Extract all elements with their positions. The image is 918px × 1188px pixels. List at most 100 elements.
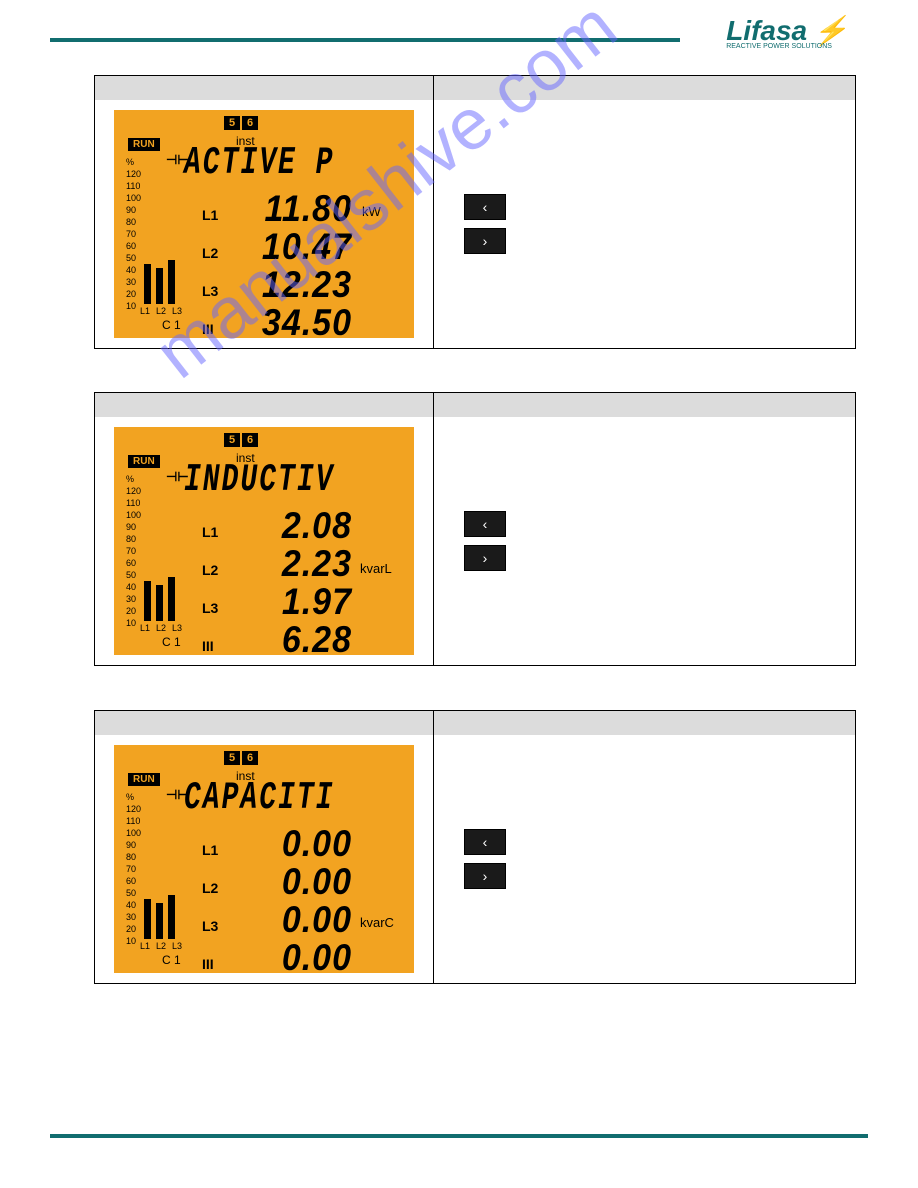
step-num: 6 <box>242 751 258 765</box>
display-cell: 56RUNinst⊣⊢INDUCTIV%12011010090807060504… <box>95 417 434 665</box>
row-value: 1.97 <box>232 581 352 624</box>
run-badge: RUN <box>128 455 160 468</box>
row-value: 0.00 <box>232 823 352 866</box>
bar-phase-labels: L1 L2 L3 <box>140 623 182 633</box>
unit-label: kvarC <box>360 915 394 930</box>
bar <box>156 585 163 621</box>
row-label: L3 <box>202 600 232 616</box>
phase-label: L3 <box>172 941 182 951</box>
screen-title: INDUCTIV <box>184 459 334 502</box>
value-row: L31.97 <box>202 583 352 621</box>
nav-cell: ‹› <box>434 735 855 983</box>
unit-label: kW <box>362 204 381 219</box>
phase-label: L2 <box>156 623 166 633</box>
bar <box>168 260 175 304</box>
next-button[interactable]: › <box>464 863 506 889</box>
prev-button[interactable]: ‹ <box>464 194 506 220</box>
next-button[interactable]: › <box>464 228 506 254</box>
bar-phase-labels: L1 L2 L3 <box>140 941 182 951</box>
bar <box>168 895 175 939</box>
brand-logo: Lifasa⚡ REACTIVE POWER SOLUTIONS <box>726 14 848 50</box>
brand-name: Lifasa <box>726 15 807 46</box>
bar <box>144 581 151 621</box>
bargraph <box>144 577 175 621</box>
value-rows: L111.80L210.47L312.23III34.50 <box>202 190 352 342</box>
row-label: L1 <box>202 842 232 858</box>
row-value: 6.28 <box>232 619 352 662</box>
row-label: L2 <box>202 562 232 578</box>
phase-label: L1 <box>140 623 150 633</box>
row-label: III <box>202 638 232 654</box>
prev-button[interactable]: ‹ <box>464 511 506 537</box>
value-row: L312.23 <box>202 266 352 304</box>
lcd-screen: 56RUNinst⊣⊢ACTIVE P%12011010090807060504… <box>114 110 414 338</box>
bargraph <box>144 260 175 304</box>
bar <box>156 268 163 304</box>
bar <box>144 264 151 304</box>
step-indicator: 56 <box>224 433 258 447</box>
step-num: 5 <box>224 116 240 130</box>
display-cell: 56RUNinst⊣⊢CAPACITI%12011010090807060504… <box>95 735 434 983</box>
value-row: III34.50 <box>202 304 352 342</box>
display-cell: 56RUNinst⊣⊢ACTIVE P%12011010090807060504… <box>95 100 434 348</box>
bargraph-scale: %120110100908070605040302010 <box>126 156 141 312</box>
value-row: L12.08 <box>202 507 352 545</box>
value-row: L20.00 <box>202 863 352 901</box>
bar <box>144 899 151 939</box>
step-num: 6 <box>242 116 258 130</box>
phase-label: L3 <box>172 306 182 316</box>
step-indicator: 56 <box>224 751 258 765</box>
bar <box>156 903 163 939</box>
run-badge: RUN <box>128 773 160 786</box>
panel-body: 56RUNinst⊣⊢INDUCTIV%12011010090807060504… <box>95 417 855 665</box>
lcd-screen: 56RUNinst⊣⊢INDUCTIV%12011010090807060504… <box>114 427 414 655</box>
prev-button[interactable]: ‹ <box>464 829 506 855</box>
value-row: L210.47 <box>202 228 352 266</box>
value-row: L10.00 <box>202 825 352 863</box>
step-num: 6 <box>242 433 258 447</box>
phase-label: L2 <box>156 306 166 316</box>
panel-header <box>95 393 855 417</box>
nav-cell: ‹› <box>434 100 855 348</box>
bolt-icon: ⚡ <box>813 15 848 46</box>
header-rule <box>50 38 680 42</box>
value-rows: L10.00L20.00L30.00III0.00 <box>202 825 352 977</box>
panel-body: 56RUNinst⊣⊢CAPACITI%12011010090807060504… <box>95 735 855 983</box>
value-rows: L12.08L22.23L31.97III6.28 <box>202 507 352 659</box>
next-button[interactable]: › <box>464 545 506 571</box>
row-value: 0.00 <box>232 899 352 942</box>
brand-tagline: REACTIVE POWER SOLUTIONS <box>726 43 848 50</box>
step-indicator: 56 <box>224 116 258 130</box>
row-value: 2.08 <box>232 505 352 548</box>
phase-label: L2 <box>156 941 166 951</box>
row-label: III <box>202 321 232 337</box>
phase-label: L3 <box>172 623 182 633</box>
panel-header <box>95 76 855 100</box>
phase-label: L1 <box>140 941 150 951</box>
row-label: L1 <box>202 524 232 540</box>
panel-body: 56RUNinst⊣⊢ACTIVE P%12011010090807060504… <box>95 100 855 348</box>
row-label: L1 <box>202 207 232 223</box>
row-value: 10.47 <box>232 226 352 269</box>
screen-title: CAPACITI <box>184 777 334 820</box>
bar-phase-labels: L1L2L3 <box>140 306 182 316</box>
value-row: L111.80 <box>202 190 352 228</box>
row-label: L2 <box>202 880 232 896</box>
lcd-screen: 56RUNinst⊣⊢CAPACITI%12011010090807060504… <box>114 745 414 973</box>
panel-header <box>95 711 855 735</box>
unit-label: kvarL <box>360 561 392 576</box>
bar <box>168 577 175 621</box>
row-label: L2 <box>202 245 232 261</box>
row-label: L3 <box>202 918 232 934</box>
row-value: 0.00 <box>232 937 352 980</box>
screen-title: ACTIVE P <box>184 142 334 185</box>
step-num: 5 <box>224 433 240 447</box>
row-label: L3 <box>202 283 232 299</box>
footer-rule <box>50 1134 868 1138</box>
bargraph-scale: %120110100908070605040302010 <box>126 473 141 629</box>
row-value: 0.00 <box>232 861 352 904</box>
value-row: III0.00 <box>202 939 352 977</box>
screen-panel: 56RUNinst⊣⊢INDUCTIV%12011010090807060504… <box>94 392 856 666</box>
screen-panel: 56RUNinst⊣⊢CAPACITI%12011010090807060504… <box>94 710 856 984</box>
row-value: 12.23 <box>232 264 352 307</box>
